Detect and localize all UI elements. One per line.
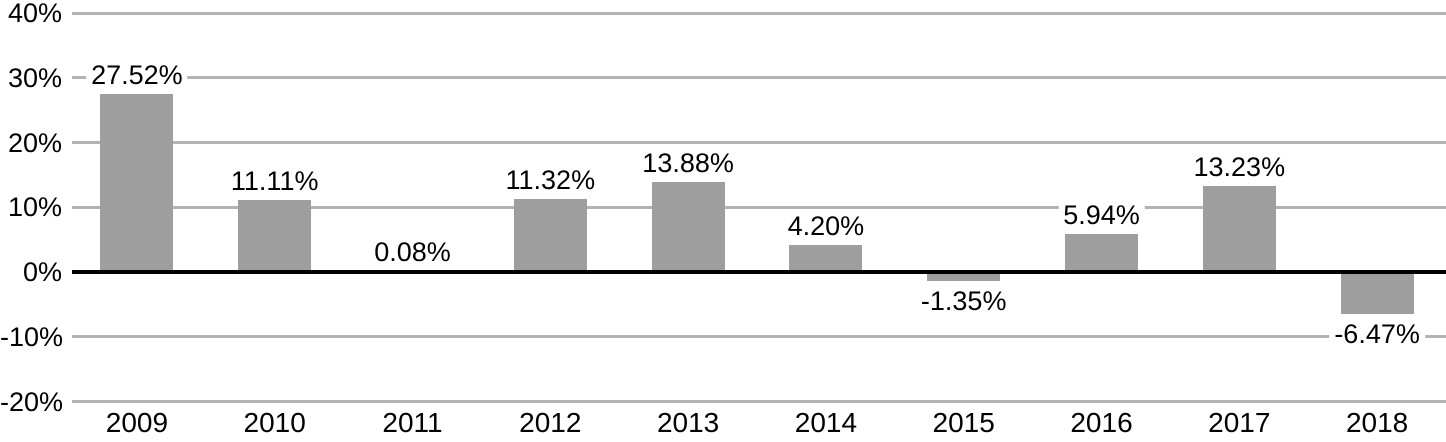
x-tick-label-2009: 2009 <box>105 407 169 438</box>
bar-value-label-2014: 4.20% <box>782 211 870 240</box>
y-tick-label-0: 0% <box>22 257 62 287</box>
gridline-30pct <box>72 76 1446 80</box>
x-tick-label-2013: 2013 <box>656 407 720 438</box>
x-tick-label-2012: 2012 <box>519 407 582 438</box>
bar-value-label-2016: 5.94% <box>1058 200 1145 229</box>
y-tick-label--20: -20% <box>0 386 64 417</box>
x-tick-label-2010: 2010 <box>243 407 306 438</box>
bar-2017 <box>1202 186 1276 272</box>
gridline--20pct <box>72 400 1446 403</box>
bar-value-label-2009: 27.52% <box>86 60 188 89</box>
bar-2012 <box>513 198 587 272</box>
bar-2018 <box>1340 272 1414 314</box>
x-tick-label-2015: 2015 <box>932 407 995 438</box>
bar-value-label-2012: 11.32% <box>500 165 601 194</box>
bar-value-label-2017: 13.23% <box>1188 153 1291 182</box>
bar-2010 <box>238 200 312 272</box>
bar-2014 <box>789 244 863 272</box>
bar-value-label-2010: 11.11% <box>225 167 324 196</box>
zero-axis-line <box>72 270 1446 274</box>
x-tick-label-2014: 2014 <box>794 407 858 438</box>
y-tick-label-30: 30% <box>7 62 62 93</box>
x-tick-label-2017: 2017 <box>1208 407 1271 438</box>
gridline-20pct <box>72 141 1446 144</box>
x-tick-label-2011: 2011 <box>382 407 443 438</box>
y-tick-label-40: 40% <box>7 0 62 28</box>
bar-value-label-2011: 0.08% <box>369 238 456 267</box>
y-tick-label-20: 20% <box>7 127 62 158</box>
bar-2016 <box>1065 233 1138 272</box>
bar-2013 <box>651 182 725 272</box>
gridline--10pct <box>72 335 1446 339</box>
bar-value-label-2013: 13.88% <box>637 149 739 178</box>
y-tick-label-10: 10% <box>7 192 62 223</box>
bar-2015 <box>927 272 1001 281</box>
gridline-10pct <box>72 205 1446 209</box>
x-tick-label-2016: 2016 <box>1070 407 1133 438</box>
bar-value-label-2015: -1.35% <box>915 286 1012 315</box>
gridline-40pct <box>72 11 1446 15</box>
bar-2009 <box>100 93 174 272</box>
x-tick-label-2018: 2018 <box>1345 407 1409 438</box>
bar-value-label-2018: -6.47% <box>1329 319 1425 348</box>
y-tick-label--10: -10% <box>0 321 64 352</box>
